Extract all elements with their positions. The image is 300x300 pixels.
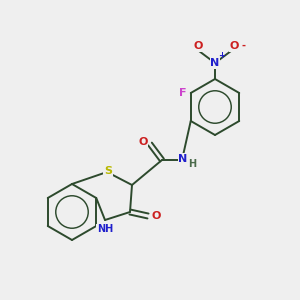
Text: O: O <box>138 137 148 147</box>
Text: N: N <box>178 154 188 164</box>
Text: S: S <box>104 166 112 176</box>
Text: N: N <box>210 58 220 68</box>
Text: O: O <box>193 41 203 51</box>
Text: F: F <box>179 88 187 98</box>
Text: NH: NH <box>97 224 113 234</box>
Text: O: O <box>229 41 239 51</box>
Text: H: H <box>188 159 196 169</box>
Text: +: + <box>218 50 226 59</box>
Text: -: - <box>242 41 246 51</box>
Text: O: O <box>151 211 161 221</box>
